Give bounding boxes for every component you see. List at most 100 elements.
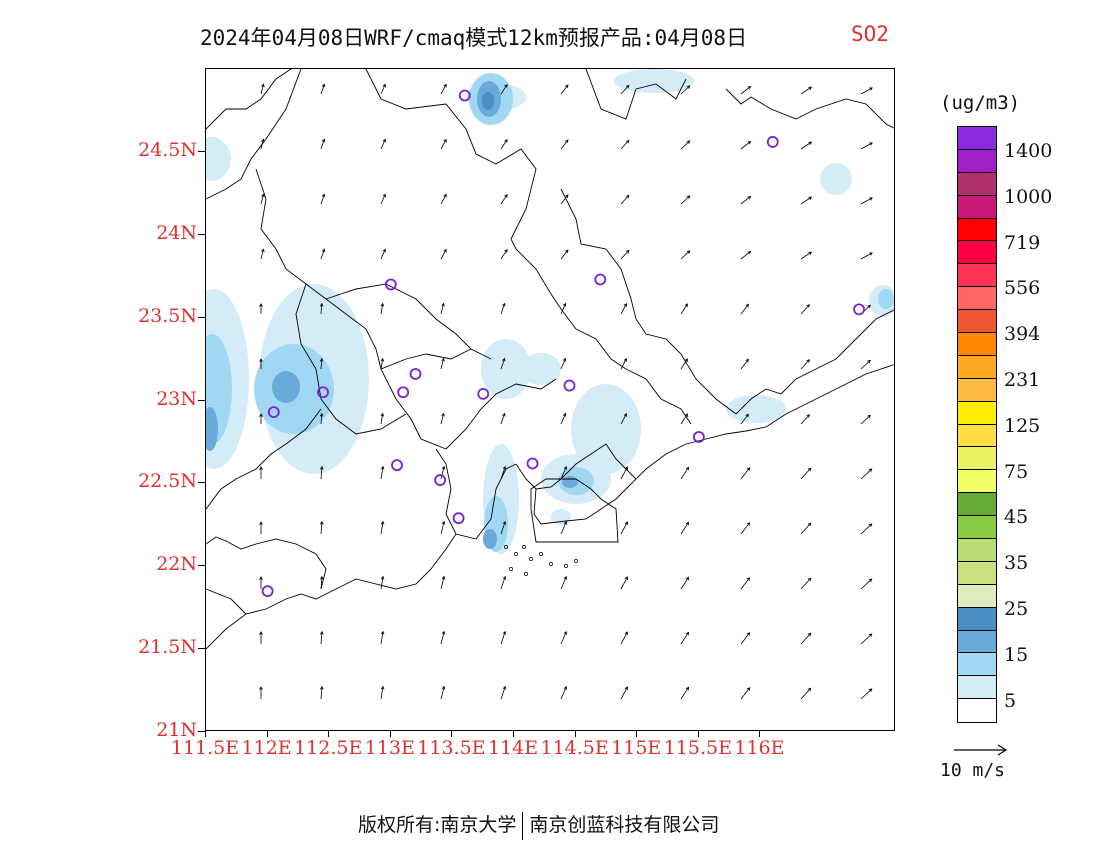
wind-vector-head [686,85,691,89]
wind-vector-head [320,685,324,690]
wind-vector [800,141,812,150]
wind-vector-head [441,357,445,362]
legend-swatch [958,310,996,334]
wind-vector [620,686,628,700]
legend-unit: (ug/m3) [940,92,1021,114]
wind-vector-head [624,521,628,525]
wind-vector-head [807,632,812,637]
wind-vector-head [686,195,691,199]
wind-vector [320,576,323,590]
wind-vector [860,197,873,205]
lon-tick-mark [759,731,761,737]
wind-vector-head [869,252,873,256]
station-marker-icon [261,585,274,598]
wind-vector [800,251,812,260]
lon-tick-label: 115E [611,737,662,759]
wind-vector [500,686,506,700]
island-outline [549,562,553,566]
wind-vector-head [502,630,507,635]
lat-tick-label: 22N [156,553,197,576]
legend-swatch [958,195,996,219]
island-outline [504,545,508,549]
station-marker-icon [526,457,539,470]
wind-vector [800,468,812,480]
wind-vector [620,358,627,370]
wind-vector [680,467,689,480]
boundary-line [725,88,894,129]
lon-tick-mark [328,731,330,737]
wind-vector [380,139,386,150]
wind-vector-head [259,631,263,635]
boundary-line [206,69,292,130]
wind-vector-head [441,520,446,525]
wind-vector-head [868,468,873,472]
wind-vector-head [502,412,506,417]
legend-swatch [958,287,996,311]
lon-tick-mark [574,731,576,737]
wind-vector [620,140,630,150]
legend-value-label: 75 [1004,460,1029,483]
wind-vector-head [746,687,751,691]
station-marker-icon [317,386,329,399]
wind-vector [860,578,873,590]
wind-vector [380,631,384,645]
wind-vector [740,196,751,205]
legend-swatch [958,653,996,677]
wind-vector-head [319,412,324,417]
wind-vector-head [562,412,567,417]
wind-vector-head [685,466,689,471]
wind-vector-head [320,575,324,580]
wind-vector-head [868,633,873,637]
wind-vector [560,576,567,590]
wind-vector-head [563,685,567,690]
wind-vector-head [686,250,691,254]
legend-swatch [958,378,996,402]
wind-vector-head [686,140,691,144]
wind-vector [740,359,749,370]
wind-vector-head [746,632,751,636]
legend-swatch [958,333,996,356]
boundary-line [625,368,692,425]
boundary-line [206,533,457,650]
contour-patch [726,395,786,423]
lat-tick-mark [198,233,205,235]
station-marker-icon [267,406,280,419]
wind-vector-head [261,248,265,253]
wind-vector [800,359,810,370]
legend-swatch [958,516,996,540]
wind-vector-head [504,84,508,88]
wind-vector-head [868,688,873,692]
wind-reference-label: 10 m/s [940,760,1006,781]
wind-vector-head [380,302,385,307]
wind-vector-head [380,357,385,362]
lon-tick-label: 112E [241,737,292,759]
lat-tick-mark [198,399,205,401]
wind-vector-head [623,303,627,307]
boundary-line [325,283,492,360]
wind-vector-head [502,302,506,307]
wind-vector [260,139,264,150]
wind-vector-head [807,577,812,582]
station-marker-icon [853,303,865,316]
wind-vector-head [807,687,812,692]
wind-vector-head [685,631,689,636]
legend-swatch [958,218,996,242]
wind-vector [860,415,871,425]
station-marker-icon [563,379,576,392]
legend-value-label: 35 [1004,552,1029,575]
station-marker-icon [391,459,403,472]
lat-tick-mark [198,316,205,318]
wind-vector-head [565,84,569,89]
legend-swatch [958,447,996,471]
wind-vector [800,304,810,315]
wind-vector-head [867,359,871,364]
wind-vector [680,687,689,700]
contour-patch [481,339,531,399]
wind-vector [740,522,750,535]
legend-swatch [958,630,996,654]
wind-vector-head [443,138,447,143]
boundary-line [206,536,327,590]
wind-vector [320,139,325,150]
wind-vector-head [806,304,810,308]
wind-vector [440,521,445,535]
